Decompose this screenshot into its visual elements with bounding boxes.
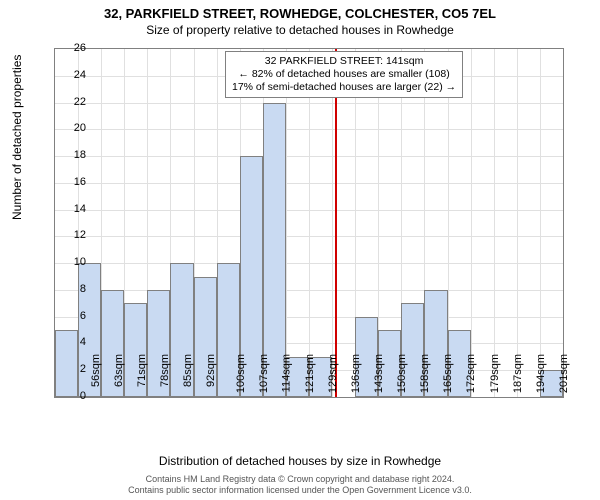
x-tick-label: 78sqm: [159, 354, 171, 387]
x-tick-label: 85sqm: [182, 354, 194, 387]
plot-area: 32 PARKFIELD STREET: 141sqm← 82% of deta…: [54, 48, 564, 398]
y-tick-label: 14: [62, 203, 86, 215]
x-tick-label: 129sqm: [327, 354, 339, 393]
plot-box: 32 PARKFIELD STREET: 141sqm← 82% of deta…: [54, 48, 564, 398]
annotation-line: 32 PARKFIELD STREET: 141sqm: [232, 55, 456, 68]
x-tick-label: 71sqm: [136, 354, 148, 387]
y-tick-label: 2: [62, 363, 86, 375]
y-tick-label: 24: [62, 69, 86, 81]
y-tick-label: 18: [62, 149, 86, 161]
chart-container: 32, PARKFIELD STREET, ROWHEDGE, COLCHEST…: [0, 0, 600, 500]
x-tick-label: 92sqm: [205, 354, 217, 387]
credits-line-2: Contains public sector information licen…: [0, 485, 600, 496]
x-tick-label: 165sqm: [443, 354, 455, 393]
histogram-bar: [263, 103, 286, 397]
annotation-line: 17% of semi-detached houses are larger (…: [232, 81, 456, 94]
y-tick-label: 22: [62, 96, 86, 108]
credits: Contains HM Land Registry data © Crown c…: [0, 474, 600, 496]
gridline-v: [471, 49, 472, 397]
x-tick-label: 179sqm: [489, 354, 501, 393]
x-tick-label: 194sqm: [535, 354, 547, 393]
y-tick-label: 10: [62, 256, 86, 268]
x-tick-label: 63sqm: [113, 354, 125, 387]
chart-subtitle: Size of property relative to detached ho…: [0, 21, 600, 37]
x-tick-label: 158sqm: [419, 354, 431, 393]
x-tick-label: 121sqm: [304, 354, 316, 393]
gridline-v: [309, 49, 310, 397]
x-tick-label: 187sqm: [512, 354, 524, 393]
x-tick-label: 107sqm: [258, 354, 270, 393]
y-tick-label: 16: [62, 176, 86, 188]
y-axis-label: Number of detached properties: [10, 55, 24, 220]
y-tick-label: 12: [62, 229, 86, 241]
gridline-v: [332, 49, 333, 397]
x-tick-label: 201sqm: [558, 354, 570, 393]
y-tick-label: 26: [62, 42, 86, 54]
x-tick-label: 100sqm: [235, 354, 247, 393]
x-tick-label: 143sqm: [373, 354, 385, 393]
x-tick-label: 172sqm: [466, 354, 478, 393]
credits-line-1: Contains HM Land Registry data © Crown c…: [0, 474, 600, 485]
annotation-box: 32 PARKFIELD STREET: 141sqm← 82% of deta…: [225, 51, 463, 98]
y-tick-label: 4: [62, 336, 86, 348]
y-tick-label: 20: [62, 122, 86, 134]
x-tick-label: 114sqm: [280, 354, 292, 392]
gridline-v: [540, 49, 541, 397]
x-tick-label: 150sqm: [396, 354, 408, 393]
gridline-v: [494, 49, 495, 397]
y-tick-label: 0: [62, 390, 86, 402]
x-axis-label: Distribution of detached houses by size …: [0, 454, 600, 468]
gridline-v: [517, 49, 518, 397]
chart-title: 32, PARKFIELD STREET, ROWHEDGE, COLCHEST…: [0, 0, 600, 21]
y-tick-label: 6: [62, 310, 86, 322]
gridline-v: [286, 49, 287, 397]
y-tick-label: 8: [62, 283, 86, 295]
annotation-line: ← 82% of detached houses are smaller (10…: [232, 68, 456, 81]
x-tick-label: 136sqm: [350, 354, 362, 393]
x-tick-label: 56sqm: [90, 354, 102, 387]
property-marker-line: [335, 49, 337, 397]
